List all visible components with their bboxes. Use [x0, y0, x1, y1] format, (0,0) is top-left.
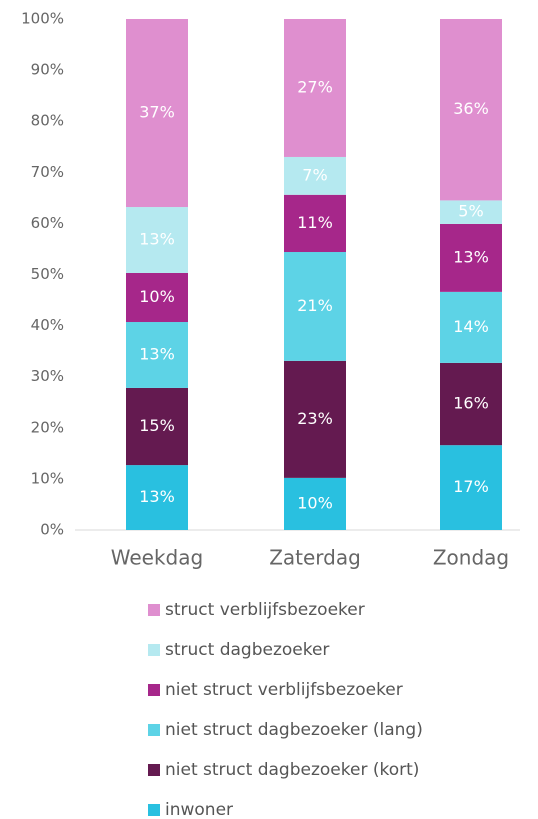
bar-segment	[440, 19, 502, 201]
data-label: 17%	[453, 477, 489, 496]
legend-label: struct dagbezoeker	[165, 640, 329, 660]
y-tick-label: 20%	[31, 418, 64, 436]
y-tick-label: 90%	[31, 61, 64, 79]
x-tick-label: Weekdag	[111, 546, 203, 570]
bar-segment	[440, 200, 502, 224]
legend-swatch	[148, 684, 160, 696]
data-label: 21%	[297, 296, 333, 315]
data-label: 14%	[453, 317, 489, 336]
bar-segment	[126, 322, 188, 388]
x-tick-label: Zaterdag	[269, 546, 361, 570]
data-label: 13%	[139, 230, 175, 249]
data-label: 16%	[453, 394, 489, 413]
data-label: 10%	[139, 287, 175, 306]
y-tick-label: 60%	[31, 214, 64, 232]
y-tick-label: 50%	[31, 265, 64, 283]
legend-swatch	[148, 604, 160, 616]
y-tick-label: 10%	[31, 469, 64, 487]
legend-label: niet struct verblijfsbezoeker	[165, 680, 403, 700]
legend-label: struct verblijfsbezoeker	[165, 600, 365, 620]
y-tick-label: 0%	[40, 521, 64, 539]
data-label: 15%	[139, 416, 175, 435]
legend-swatch	[148, 804, 160, 816]
data-label: 10%	[297, 493, 333, 512]
y-tick-label: 80%	[31, 112, 64, 130]
bar-segment	[126, 19, 188, 208]
legend-label: niet struct dagbezoeker (lang)	[165, 720, 423, 740]
bar-segment	[284, 252, 346, 361]
data-label: 37%	[139, 103, 175, 122]
x-tick-label: Zondag	[433, 546, 509, 570]
legend-label: niet struct dagbezoeker (kort)	[165, 760, 419, 780]
bar-segment	[440, 362, 502, 446]
bar-segment	[284, 194, 346, 253]
data-label: 7%	[302, 165, 327, 184]
legend-label: inwoner	[165, 800, 233, 819]
bar-segment	[284, 360, 346, 478]
y-tick-label: 100%	[21, 10, 64, 28]
bar-segment	[440, 223, 502, 292]
legend-swatch	[148, 644, 160, 656]
data-label: 13%	[139, 344, 175, 363]
data-label: 23%	[297, 409, 333, 428]
y-tick-label: 30%	[31, 367, 64, 385]
bar-segment	[126, 387, 188, 466]
data-label: 11%	[297, 213, 333, 232]
data-label: 5%	[458, 202, 483, 221]
bar-segment	[126, 207, 188, 273]
data-label: 27%	[297, 77, 333, 96]
bar-segment	[284, 19, 346, 157]
bar-segment	[284, 156, 346, 195]
legend-swatch	[148, 764, 160, 776]
data-label: 36%	[453, 99, 489, 118]
y-tick-label: 70%	[31, 163, 64, 181]
legend-swatch	[148, 724, 160, 736]
data-label: 13%	[453, 247, 489, 266]
bar-segment	[284, 477, 346, 530]
data-label: 13%	[139, 487, 175, 506]
bar-segment	[126, 272, 188, 323]
bar-segment	[126, 465, 188, 530]
bar-segment	[440, 445, 502, 530]
y-tick-label: 40%	[31, 316, 64, 334]
bar-segment	[440, 291, 502, 363]
